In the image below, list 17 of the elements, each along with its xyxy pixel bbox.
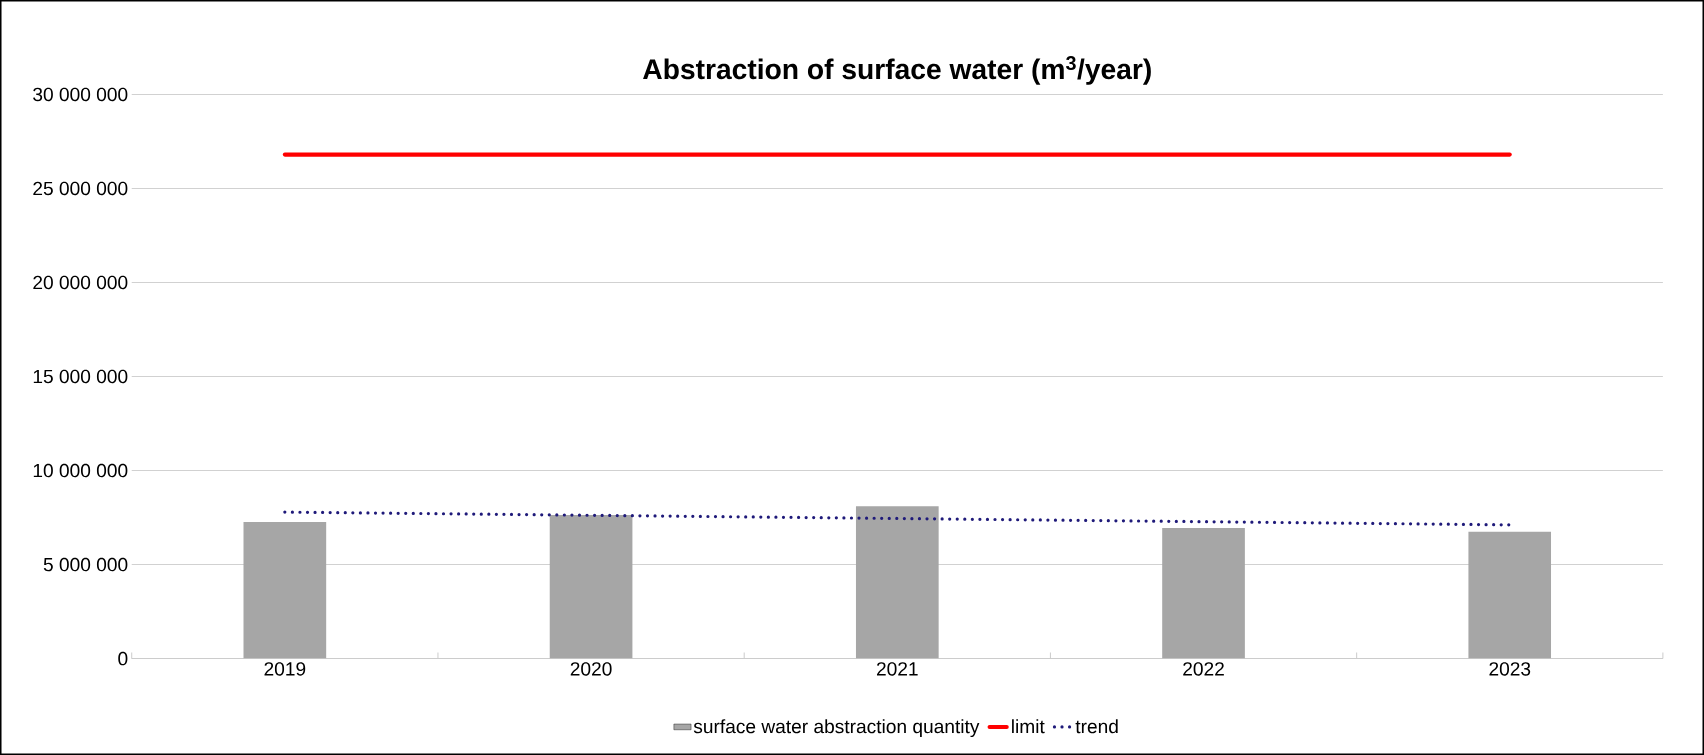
y-tick-label: 25 000 000 <box>33 181 128 196</box>
legend-label: trend <box>1075 719 1118 734</box>
line-series <box>283 510 1512 527</box>
y-tick-label: 5 000 000 <box>43 557 128 572</box>
x-tick-label: 2020 <box>570 662 612 676</box>
x-tick-label: 2021 <box>876 662 918 676</box>
y-tick-label: 30 000 000 <box>33 87 128 102</box>
x-tick-label: 2023 <box>1489 662 1531 676</box>
y-tick-label: 20 000 000 <box>33 275 128 290</box>
y-tick-label: 0 <box>118 651 128 666</box>
x-tick-label: 2022 <box>1183 662 1224 676</box>
legend-label: surface water abstraction quantity <box>693 719 980 738</box>
chart-title: Abstraction of surface water (m$^{3}$/year) <box>643 56 1151 85</box>
y-tick-label: 10 000 000 <box>33 463 128 478</box>
legend-label: limit <box>1012 719 1045 734</box>
y-tick-label: 15 000 000 <box>33 369 128 384</box>
x-tick-label: 2019 <box>264 662 306 676</box>
